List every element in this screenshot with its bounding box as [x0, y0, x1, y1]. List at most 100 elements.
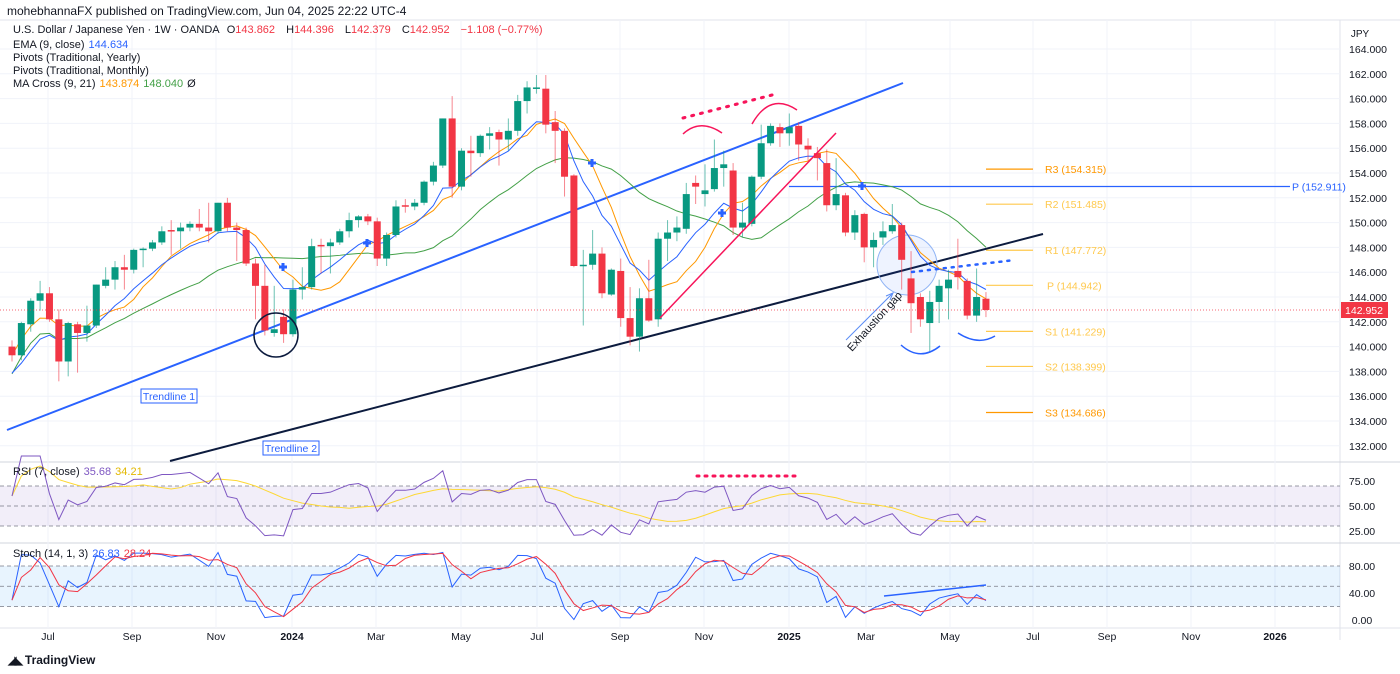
- candle[interactable]: [626, 287, 634, 346]
- candle[interactable]: [64, 321, 72, 377]
- candle[interactable]: [823, 149, 831, 212]
- candle[interactable]: [270, 285, 278, 337]
- candle[interactable]: [148, 239, 156, 252]
- candle[interactable]: [710, 139, 718, 192]
- candle[interactable]: [186, 221, 194, 232]
- candle[interactable]: [748, 175, 756, 227]
- candle[interactable]: [177, 222, 185, 249]
- candle[interactable]: [233, 222, 241, 262]
- candle[interactable]: [692, 175, 700, 204]
- candle[interactable]: [495, 129, 503, 166]
- candle[interactable]: [158, 226, 166, 245]
- candle[interactable]: [411, 199, 419, 211]
- candle[interactable]: [879, 221, 887, 245]
- candle[interactable]: [355, 215, 363, 228]
- candle[interactable]: [514, 94, 522, 136]
- candle[interactable]: [139, 247, 147, 268]
- legend-stoch[interactable]: Stoch (14, 1, 3) 26.83 28.24: [13, 548, 155, 560]
- candle[interactable]: [429, 161, 437, 186]
- candle[interactable]: [973, 268, 981, 322]
- candle[interactable]: [420, 180, 428, 206]
- candle[interactable]: [102, 267, 110, 289]
- candle[interactable]: [860, 212, 868, 263]
- candle[interactable]: [551, 111, 559, 164]
- candle[interactable]: [645, 259, 653, 322]
- candle[interactable]: [589, 230, 597, 270]
- candle[interactable]: [27, 298, 35, 332]
- candle[interactable]: [607, 268, 615, 296]
- candle[interactable]: [55, 309, 63, 382]
- candle[interactable]: [167, 220, 175, 255]
- candle[interactable]: [373, 217, 381, 266]
- candle[interactable]: [561, 128, 569, 197]
- legend-pivots-monthly[interactable]: Pivots (Traditional, Monthly): [13, 65, 153, 77]
- candle[interactable]: [673, 216, 681, 242]
- candle[interactable]: [542, 75, 550, 134]
- trendline-1[interactable]: [6, 82, 904, 431]
- candle[interactable]: [795, 122, 803, 161]
- candle[interactable]: [682, 182, 690, 234]
- candle[interactable]: [841, 192, 849, 237]
- candle[interactable]: [729, 163, 737, 235]
- pink-trendline[interactable]: [659, 132, 837, 319]
- candle[interactable]: [45, 287, 53, 322]
- candle[interactable]: [111, 261, 119, 290]
- candle[interactable]: [486, 127, 494, 150]
- candle[interactable]: [664, 220, 672, 262]
- candle[interactable]: [851, 210, 859, 240]
- candle[interactable]: [720, 150, 728, 187]
- candle[interactable]: [598, 247, 606, 299]
- candle[interactable]: [242, 227, 250, 266]
- candle[interactable]: [74, 321, 82, 373]
- candle[interactable]: [130, 248, 138, 274]
- candle[interactable]: [476, 134, 484, 157]
- candle[interactable]: [767, 123, 775, 146]
- candle[interactable]: [870, 232, 878, 268]
- candle[interactable]: [448, 96, 456, 198]
- candle[interactable]: [982, 292, 990, 318]
- candle[interactable]: [935, 279, 943, 324]
- candle[interactable]: [383, 232, 391, 266]
- candle[interactable]: [701, 164, 709, 207]
- legend-rsi[interactable]: RSI (7, close) 35.68 34.21: [13, 466, 147, 478]
- legend-ema[interactable]: EMA (9, close) 144.634: [13, 39, 132, 51]
- candle[interactable]: [251, 258, 259, 320]
- candle[interactable]: [214, 202, 222, 234]
- candle[interactable]: [223, 197, 231, 232]
- candle[interactable]: [776, 123, 784, 147]
- candle[interactable]: [954, 238, 962, 290]
- candle[interactable]: [654, 232, 662, 327]
- candle[interactable]: [635, 288, 643, 352]
- candle[interactable]: [326, 238, 334, 274]
- candle[interactable]: [570, 174, 578, 268]
- candle[interactable]: [317, 238, 325, 274]
- candle[interactable]: [757, 124, 765, 180]
- candle[interactable]: [336, 228, 344, 245]
- legend-pivots-yearly[interactable]: Pivots (Traditional, Yearly): [13, 52, 144, 64]
- candle[interactable]: [83, 305, 91, 342]
- candle[interactable]: [785, 113, 793, 146]
- candle[interactable]: [898, 222, 906, 290]
- highlight-circle[interactable]: [253, 312, 299, 358]
- candle[interactable]: [289, 279, 297, 337]
- candle[interactable]: [36, 280, 44, 311]
- candle[interactable]: [617, 258, 625, 327]
- candle[interactable]: [926, 290, 934, 353]
- candle[interactable]: [261, 264, 269, 336]
- candle[interactable]: [8, 340, 16, 362]
- candle[interactable]: [195, 208, 203, 232]
- tradingview-logo[interactable]: ◢◣ TradingView: [8, 653, 95, 667]
- candle[interactable]: [458, 148, 466, 191]
- candle[interactable]: [345, 212, 353, 238]
- candle[interactable]: [504, 118, 512, 151]
- candle[interactable]: [439, 118, 447, 169]
- candle[interactable]: [205, 202, 213, 243]
- candle[interactable]: [92, 284, 100, 328]
- candle[interactable]: [401, 199, 409, 213]
- candle[interactable]: [945, 269, 952, 320]
- candle[interactable]: [523, 81, 531, 114]
- candle[interactable]: [532, 75, 540, 94]
- candle[interactable]: [963, 278, 971, 320]
- candle[interactable]: [364, 213, 372, 226]
